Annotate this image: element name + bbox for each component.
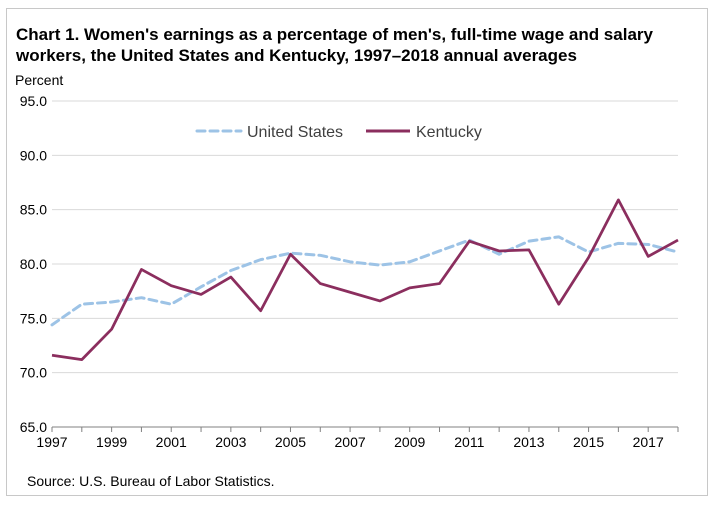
x-tick-label: 1999	[96, 434, 127, 450]
x-tick-label: 2011	[454, 434, 484, 450]
series-line-united-states	[50, 235, 680, 327]
x-tick-labels: 1997 1999 2001 2003 2005 2007 2009 2011 2013 2015…	[36, 434, 664, 450]
x-tick-label: 1997	[36, 434, 67, 450]
y-tick-label: 65.0	[20, 419, 47, 435]
series-lines	[50, 198, 680, 362]
axes	[51, 426, 679, 432]
y-tick-label: 85.0	[20, 202, 47, 218]
legend: United States Kentucky	[195, 124, 482, 141]
x-tick-label: 2013	[513, 434, 544, 450]
y-tick-label: 75.0	[20, 310, 47, 326]
y-axis-label: Percent	[15, 72, 64, 88]
x-tick-label: 2015	[573, 434, 604, 450]
y-tick-label: 70.0	[20, 365, 47, 381]
legend-label-kentucky: Kentucky	[416, 124, 482, 141]
x-tick-label: 2007	[335, 434, 366, 450]
y-tick-label: 80.0	[20, 256, 47, 272]
x-tick-label: 2017	[633, 434, 664, 450]
y-tick-label: 90.0	[20, 147, 47, 163]
gridlines	[52, 100, 678, 374]
x-tick-label: 2009	[394, 434, 425, 450]
x-tick-label: 2001	[156, 434, 187, 450]
chart-title: Chart 1. Women's earnings as a percentag…	[16, 25, 653, 65]
y-tick-labels: 65.0 70.0 75.0 80.0 85.0 90.0 95.0	[20, 93, 47, 435]
x-tick-label: 2005	[275, 434, 306, 450]
legend-label-united-states: United States	[247, 124, 343, 141]
series-line-kentucky	[51, 198, 679, 362]
y-tick-label: 95.0	[20, 93, 47, 109]
x-tick-label: 2003	[215, 434, 246, 450]
source-note: Source: U.S. Bureau of Labor Statistics.	[27, 473, 275, 489]
